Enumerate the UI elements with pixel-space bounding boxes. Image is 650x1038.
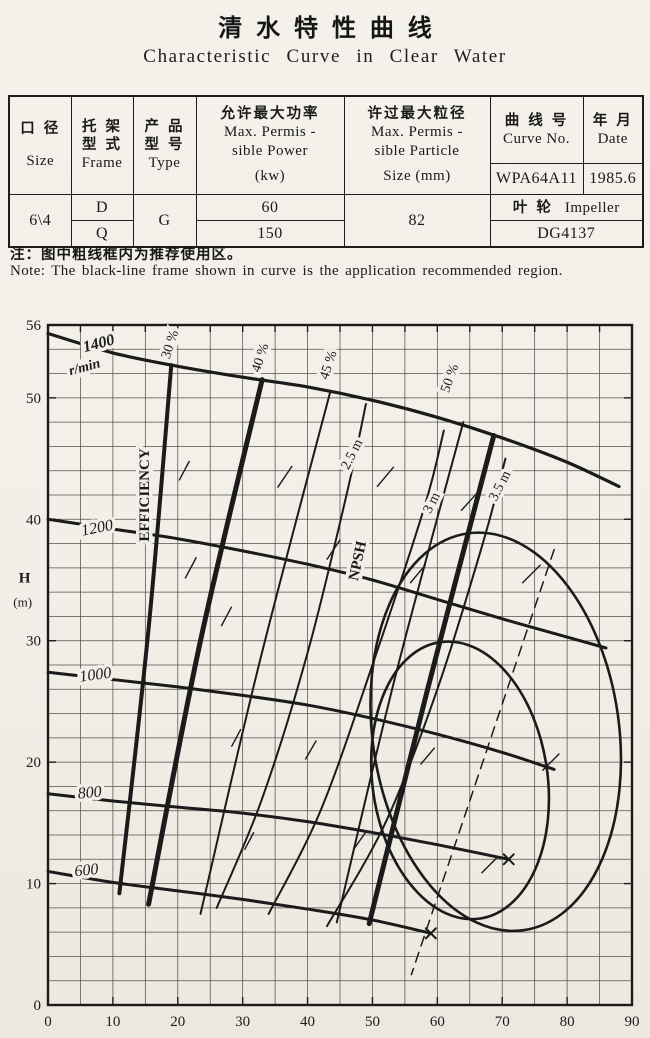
svg-text:30 %: 30 %: [159, 328, 182, 361]
svg-text:80: 80: [560, 1014, 575, 1030]
svg-text:50: 50: [26, 391, 41, 407]
size-value: 6\4: [8, 194, 72, 248]
impeller-label-cell: 叶 轮 Impeller: [489, 194, 644, 221]
svg-text:0: 0: [44, 1014, 52, 1030]
date-header-en: Date: [597, 130, 628, 147]
curve-no-header: 曲 线 号 Curve No.: [489, 95, 584, 164]
svg-text:2.5 m: 2.5 m: [339, 437, 367, 472]
svg-text:800: 800: [77, 783, 103, 802]
frame-header-cn1: 托 架: [81, 119, 123, 135]
svg-text:r/min: r/min: [67, 356, 102, 379]
svg-text:40 %: 40 %: [249, 341, 272, 374]
type-value: G: [132, 194, 197, 248]
characteristic-curve-chart: 0 10 20 30 40 50 60 70 80 9001020304050561400r/mi…: [13, 318, 640, 1030]
max-power-header-en1: Max. Permis -: [224, 124, 316, 141]
svg-text:60: 60: [430, 1014, 445, 1030]
note-chinese: 注：图中粗线框内为推荐使用区。: [10, 247, 243, 263]
svg-text:50: 50: [365, 1014, 380, 1030]
type-header-cn2: 型 号: [144, 137, 185, 154]
svg-text:20: 20: [170, 1014, 185, 1030]
svg-text:(m): (m): [13, 595, 32, 610]
max-particle-header-unit: Size (mm): [383, 167, 451, 184]
island-axis: [410, 548, 555, 976]
page-title-chinese: 清水特性曲线: [218, 14, 446, 42]
curve-no-value: WPA64A11: [489, 163, 584, 195]
svg-text:1200: 1200: [80, 517, 115, 540]
svg-text:30: 30: [235, 1014, 250, 1030]
page-title-english: Characteristic Curve in Clear Water: [143, 46, 507, 67]
max-particle-header: 许过最大粒径 Max. Permis - sible Particle Size…: [343, 95, 491, 195]
svg-text:NPSH: NPSH: [346, 539, 370, 582]
svg-text:0: 0: [34, 998, 42, 1014]
svg-text:1000: 1000: [78, 664, 112, 685]
frame-header: 托 架 型 式 Frame: [70, 95, 134, 195]
svg-text:3 m: 3 m: [421, 490, 444, 516]
frame-header-cn2: 型 式: [81, 137, 123, 154]
svg-text:3.5 m: 3.5 m: [486, 468, 514, 503]
curve-no-header-cn: 曲 线 号: [504, 112, 569, 129]
svg-text:10: 10: [26, 877, 41, 893]
svg-text:50 %: 50 %: [438, 362, 462, 395]
impeller-value: DG4137: [489, 220, 644, 248]
svg-text:10: 10: [105, 1014, 120, 1030]
max-power-value-d: 60: [195, 194, 345, 221]
speed-curves: [46, 331, 621, 940]
recommended-region-boundary: [366, 432, 497, 927]
svg-text:40: 40: [300, 1014, 315, 1030]
max-power-header-en2: sible Power: [232, 143, 308, 160]
max-particle-header-cn: 许过最大粒径: [367, 106, 467, 123]
svg-text:30: 30: [26, 634, 41, 650]
svg-text:EFFICIENCY: EFFICIENCY: [137, 448, 153, 542]
svg-text:40: 40: [26, 512, 41, 528]
impeller-label-cn: 叶 轮: [512, 199, 553, 216]
frame-value-q: Q: [70, 220, 134, 248]
svg-text:45 %: 45 %: [317, 349, 340, 382]
axis-tick-labels: 0 10 20 30 40 50 60 70 80 90 0 10 20 30 40 50 56: [26, 318, 640, 1030]
svg-text:56: 56: [26, 318, 42, 334]
svg-text:H: H: [19, 570, 31, 586]
svg-text:600: 600: [74, 861, 100, 880]
size-header-cn: 口 径: [20, 121, 61, 138]
date-value: 1985.6: [582, 163, 644, 195]
max-particle-value: 82: [343, 194, 491, 248]
max-power-header-cn: 允许最大功率: [220, 106, 320, 123]
frame-header-en: Frame: [81, 155, 123, 172]
max-power-header-unit: (kw): [254, 167, 286, 184]
max-power-header: 允许最大功率 Max. Permis - sible Power (kw): [195, 95, 345, 195]
efficiency-islands: [369, 531, 623, 933]
frame-value-d: D: [70, 194, 134, 221]
type-header-en: Type: [148, 155, 181, 172]
size-header-en: Size: [26, 153, 55, 170]
note-english: Note: The black-line frame shown in curv…: [10, 263, 563, 279]
date-header-cn: 年 月: [592, 112, 633, 129]
svg-text:70: 70: [495, 1014, 510, 1030]
plot-border: [46, 323, 634, 1007]
svg-text:90: 90: [625, 1014, 640, 1030]
date-header: 年 月 Date: [582, 95, 644, 164]
type-header-cn1: 产 品: [144, 119, 185, 135]
max-particle-header-en2: sible Particle: [374, 143, 460, 160]
scan-dashes: [178, 460, 560, 874]
curve-no-header-en: Curve No.: [503, 130, 570, 147]
size-header: 口 径 Size: [8, 95, 72, 195]
max-power-value-q: 150: [195, 220, 345, 248]
svg-text:20: 20: [26, 755, 41, 771]
type-header: 产 品 型 号 Type: [132, 95, 197, 195]
impeller-label-en: Impeller: [564, 199, 620, 216]
efficiency-lines: [117, 363, 465, 924]
spec-table: 口 径 Size 托 架 型 式 Frame 产 品 型 号 Type 允许最大…: [8, 95, 644, 248]
max-particle-header-en1: Max. Permis -: [371, 124, 463, 141]
